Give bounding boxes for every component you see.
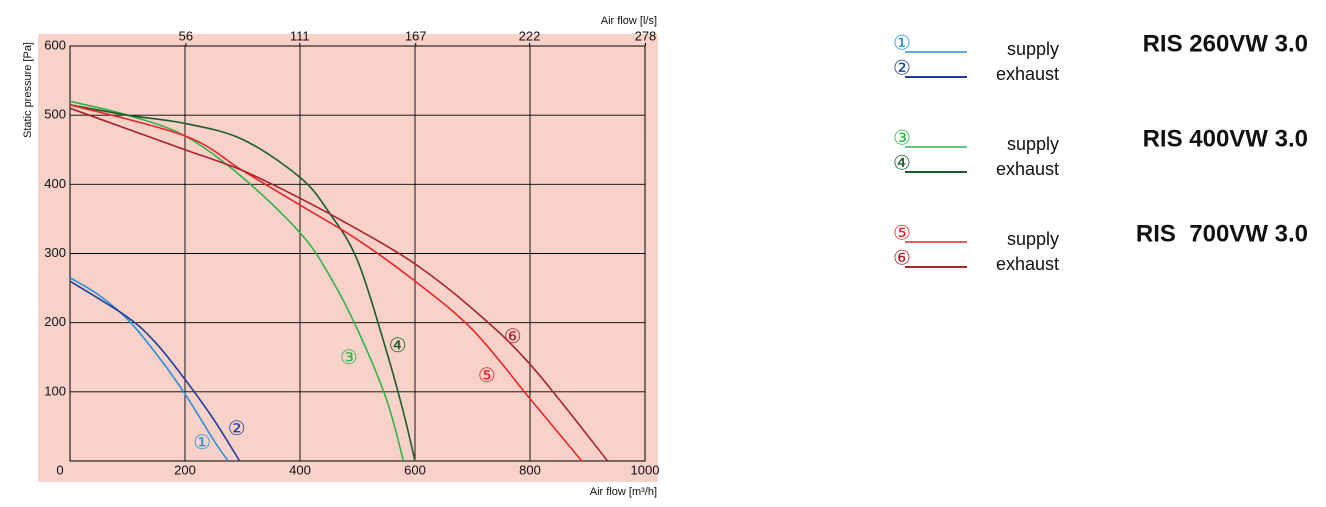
y-tick-label: 200 [44,314,66,329]
y-tick-label: 300 [44,245,66,260]
legend-marker: ① [893,32,911,54]
x2-tick-label: 278 [635,28,657,43]
series-line [69,104,416,462]
curve-label: ⑤ [478,365,496,387]
legend-label: supply [1007,229,1059,249]
series-line [69,107,609,462]
y-tick-label: 100 [44,383,66,398]
x2-tick-label: 167 [405,28,427,43]
series-line [69,277,229,462]
curve-label: ② [228,418,246,440]
x2-axis-label: Air flow [l/s] [601,15,657,27]
x-tick-label: 200 [174,462,196,477]
y-tick-label: 600 [44,37,66,52]
series-line [69,104,583,462]
legend-marker: ⑤ [893,222,911,244]
legend-label: exhaust [996,64,1059,84]
y-axis-label: Static pressure [Pa] [22,42,34,138]
legend-group-title: RIS 260VW 3.0 [1143,30,1308,57]
x-tick-label: 0 [56,462,63,477]
legend-label: supply [1007,134,1059,154]
y-tick-label: 500 [44,107,66,122]
series-line [69,280,241,462]
curve-label: ④ [389,335,407,357]
x2-tick-label: 56 [179,28,193,43]
curve-label: ⑥ [504,326,522,348]
legend-marker: ② [893,57,911,79]
x2-tick-label: 111 [290,28,310,43]
legend-marker: ⑥ [893,247,911,269]
y-tick-label: 400 [44,176,66,191]
legend-label: exhaust [996,159,1059,179]
legend-group-title: RIS 400VW 3.0 [1143,125,1308,152]
curve-label: ③ [340,347,358,369]
legend-marker: ④ [893,152,911,174]
legend-group-title: RIS 700VW 3.0 [1136,220,1308,247]
series-line [69,100,405,462]
legend-label: exhaust [996,254,1059,274]
legend-marker: ③ [893,127,911,149]
x-tick-label: 800 [519,462,541,477]
plot-background [38,34,658,482]
legend-label: supply [1007,39,1059,59]
x-tick-label: 600 [404,462,426,477]
x-axis-label: Air flow [m³/h] [590,486,657,498]
curve-label: ① [193,432,211,454]
x-tick-label: 400 [289,462,311,477]
x2-tick-label: 222 [519,28,541,43]
x-tick-label: 1000 [631,462,660,477]
